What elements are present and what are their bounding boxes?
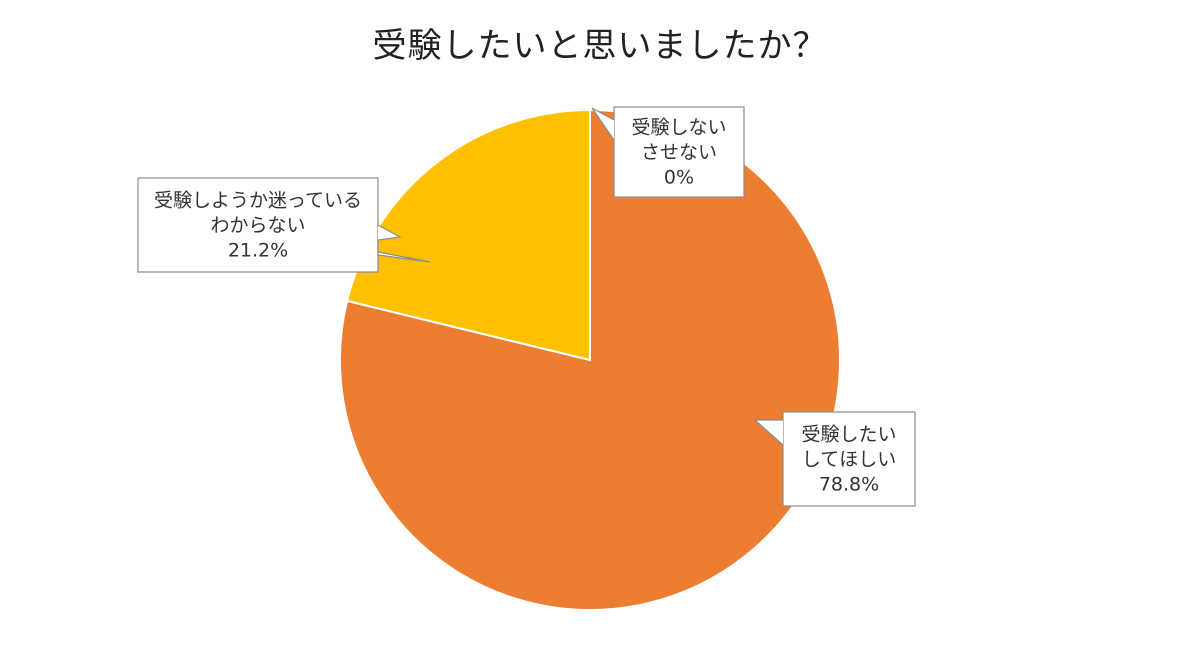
- callout-pointer: [591, 107, 615, 141]
- callout-pointer: [377, 224, 431, 263]
- data-label-category: 受験しない: [631, 117, 726, 139]
- data-label-category: してほしい: [802, 449, 896, 471]
- chart-title: 受験したいと思いましたか？: [372, 26, 828, 66]
- data-label-category: わからない: [210, 215, 305, 237]
- callout-pointer: [753, 419, 784, 446]
- callout-box: [613, 106, 745, 198]
- data-label-category: させない: [641, 142, 717, 164]
- callout-box: [782, 411, 916, 507]
- callout-box: [137, 177, 379, 273]
- data-label-category: 受験しようか迷っている: [154, 190, 362, 212]
- data-label-value: 78.8%: [819, 474, 879, 496]
- data-label-value: 21.2%: [228, 240, 288, 262]
- data-label-category: 受験したい: [801, 424, 896, 446]
- data-label-value: 0%: [664, 167, 694, 189]
- pie-slices: [339, 108, 841, 611]
